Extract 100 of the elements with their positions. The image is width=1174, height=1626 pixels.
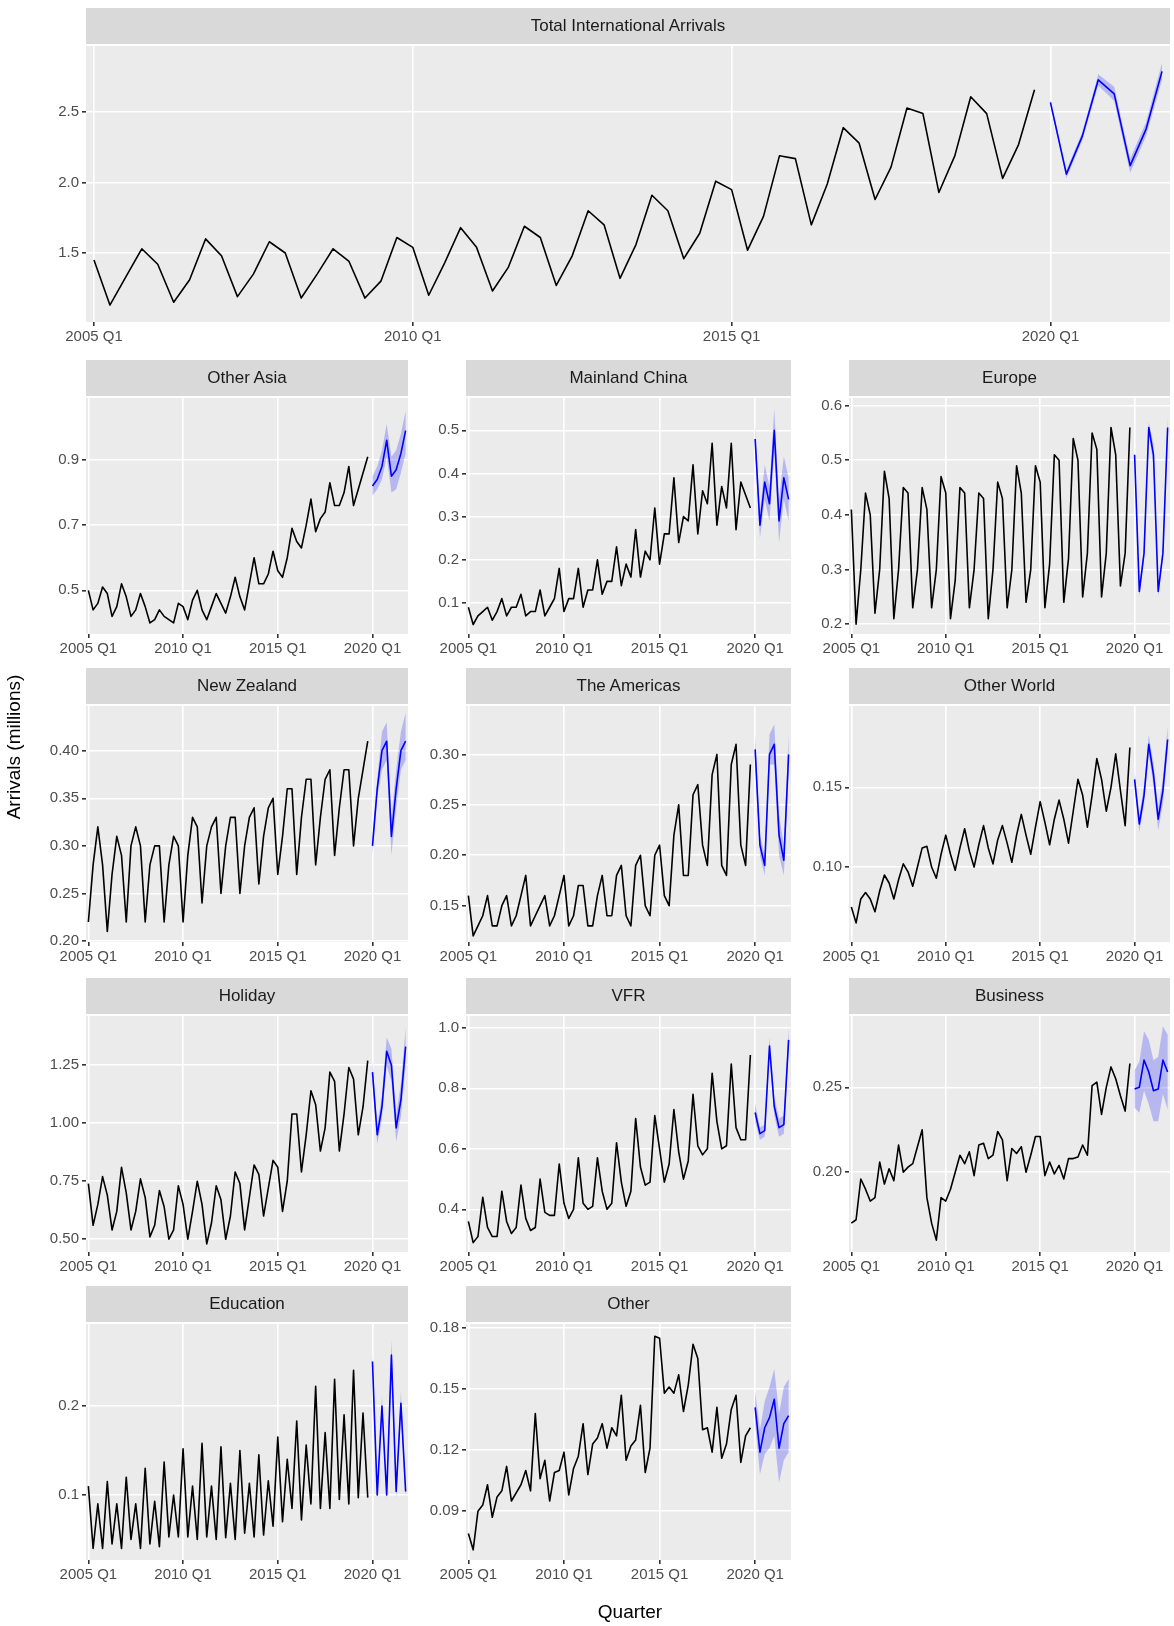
- x-tick-label: 2020 Q1: [1021, 327, 1080, 345]
- y-tick-label: 0.8: [438, 1078, 459, 1096]
- x-tick-label: 2020 Q1: [343, 1565, 402, 1583]
- y-tick-label: 0.75: [49, 1171, 79, 1189]
- y-tick-label: 0.25: [812, 1077, 842, 1095]
- x-tick-label: 2015 Q1: [630, 639, 689, 657]
- y-tick-label: 0.2: [58, 1396, 79, 1414]
- y-tick-label: 1.0: [438, 1017, 459, 1035]
- y-tick-label: 0.6: [821, 395, 842, 413]
- x-tick-label: 2020 Q1: [1105, 1257, 1164, 1275]
- x-tick-label: 2010 Q1: [917, 1257, 975, 1275]
- x-tick-label: 2005 Q1: [59, 1257, 118, 1275]
- y-tick-label: 0.15: [812, 777, 842, 795]
- y-tick-label: 0.25: [49, 883, 79, 901]
- x-tick-label: 2020 Q1: [343, 947, 402, 965]
- x-tick-label: 2005 Q1: [822, 947, 881, 965]
- x-tick-label: 2010 Q1: [535, 639, 593, 657]
- x-tick-label: 2005 Q1: [439, 947, 498, 965]
- chart-title: The Americas: [466, 668, 791, 704]
- x-tick-label: 2005 Q1: [59, 639, 118, 657]
- y-tick-label: 0.6: [438, 1138, 459, 1156]
- chart-title: Other Asia: [86, 360, 408, 396]
- x-tick-label: 2010 Q1: [154, 1257, 212, 1275]
- x-tick-label: 2020 Q1: [726, 947, 784, 965]
- y-tick-label: 0.4: [438, 1199, 459, 1217]
- chart-title: VFR: [466, 978, 791, 1014]
- x-tick-label: 2015 Q1: [1011, 639, 1069, 657]
- y-tick-label: 0.3: [438, 506, 459, 524]
- y-tick-label: 0.30: [429, 744, 459, 762]
- x-tick-label: 2005 Q1: [59, 947, 118, 965]
- x-tick-label: 2015 Q1: [249, 639, 307, 657]
- y-axis-title: Arrivals (millions): [3, 674, 25, 820]
- y-tick-label: 0.35: [49, 788, 79, 806]
- y-tick-label: 0.5: [438, 420, 459, 438]
- chart-title: New Zealand: [86, 668, 408, 704]
- y-tick-label: 0.3: [821, 559, 842, 577]
- y-tick-label: 2.5: [58, 102, 79, 120]
- y-tick-label: 0.18: [429, 1318, 459, 1336]
- chart-title: Other World: [849, 668, 1170, 704]
- x-tick-label: 2010 Q1: [535, 1257, 593, 1275]
- x-tick-label: 2020 Q1: [343, 1257, 402, 1275]
- x-tick-label: 2020 Q1: [726, 1565, 784, 1583]
- y-tick-label: 0.40: [49, 740, 79, 758]
- x-tick-label: 2010 Q1: [154, 639, 212, 657]
- chart-title: Education: [86, 1286, 408, 1322]
- y-tick-label: 2.0: [58, 172, 79, 190]
- x-axis-title: Quarter: [597, 1601, 663, 1623]
- x-tick-label: 2005 Q1: [439, 1257, 498, 1275]
- x-tick-label: 2005 Q1: [822, 639, 881, 657]
- y-tick-label: 0.2: [821, 614, 842, 632]
- chart-title: Holiday: [86, 978, 408, 1014]
- y-tick-label: 0.2: [438, 549, 459, 567]
- y-tick-label: 0.50: [49, 1229, 79, 1247]
- x-tick-label: 2010 Q1: [917, 947, 975, 965]
- x-tick-label: 2005 Q1: [822, 1257, 881, 1275]
- x-tick-label: 2010 Q1: [384, 327, 442, 345]
- chart-title: Europe: [849, 360, 1170, 396]
- x-tick-label: 2015 Q1: [630, 1565, 689, 1583]
- y-tick-label: 0.12: [429, 1440, 459, 1458]
- y-tick-label: 0.4: [821, 505, 842, 523]
- x-tick-label: 2015 Q1: [249, 1257, 307, 1275]
- y-tick-label: 0.25: [429, 794, 459, 812]
- x-tick-label: 2010 Q1: [154, 947, 212, 965]
- y-tick-label: 0.15: [429, 895, 459, 913]
- y-tick-label: 0.4: [438, 463, 459, 481]
- y-tick-label: 0.15: [429, 1379, 459, 1397]
- y-tick-label: 0.7: [58, 515, 79, 533]
- y-tick-label: 0.10: [812, 857, 842, 875]
- y-tick-label: 0.20: [812, 1162, 842, 1180]
- y-tick-label: 0.09: [429, 1501, 459, 1519]
- x-tick-label: 2015 Q1: [630, 1257, 689, 1275]
- y-tick-label: 0.20: [49, 931, 79, 949]
- y-tick-label: 1.25: [49, 1055, 79, 1073]
- y-tick-label: 0.1: [58, 1485, 79, 1503]
- y-tick-label: 0.5: [821, 450, 842, 468]
- x-tick-label: 2020 Q1: [726, 639, 784, 657]
- chart-title: Total International Arrivals: [86, 8, 1170, 44]
- x-tick-label: 2015 Q1: [249, 947, 307, 965]
- x-tick-label: 2015 Q1: [249, 1565, 307, 1583]
- x-tick-label: 2005 Q1: [439, 1565, 498, 1583]
- x-tick-label: 2020 Q1: [1105, 947, 1164, 965]
- y-tick-label: 1.5: [58, 243, 79, 261]
- x-tick-label: 2005 Q1: [65, 327, 123, 345]
- x-tick-label: 2015 Q1: [1011, 947, 1069, 965]
- y-tick-label: 0.30: [49, 836, 79, 854]
- x-tick-label: 2015 Q1: [1011, 1257, 1069, 1275]
- x-tick-label: 2020 Q1: [726, 1257, 784, 1275]
- y-tick-label: 1.00: [49, 1113, 79, 1131]
- x-tick-label: 2020 Q1: [343, 639, 402, 657]
- x-tick-label: 2015 Q1: [630, 947, 689, 965]
- x-tick-label: 2010 Q1: [535, 1565, 593, 1583]
- chart-title: Mainland China: [466, 360, 791, 396]
- y-tick-label: 0.20: [429, 845, 459, 863]
- y-tick-label: 0.9: [58, 450, 79, 468]
- x-tick-label: 2010 Q1: [154, 1565, 212, 1583]
- y-tick-label: 0.5: [58, 580, 79, 598]
- y-tick-label: 0.1: [438, 593, 459, 611]
- x-tick-label: 2005 Q1: [439, 639, 498, 657]
- x-tick-label: 2010 Q1: [535, 947, 593, 965]
- chart-title: Other: [466, 1286, 791, 1322]
